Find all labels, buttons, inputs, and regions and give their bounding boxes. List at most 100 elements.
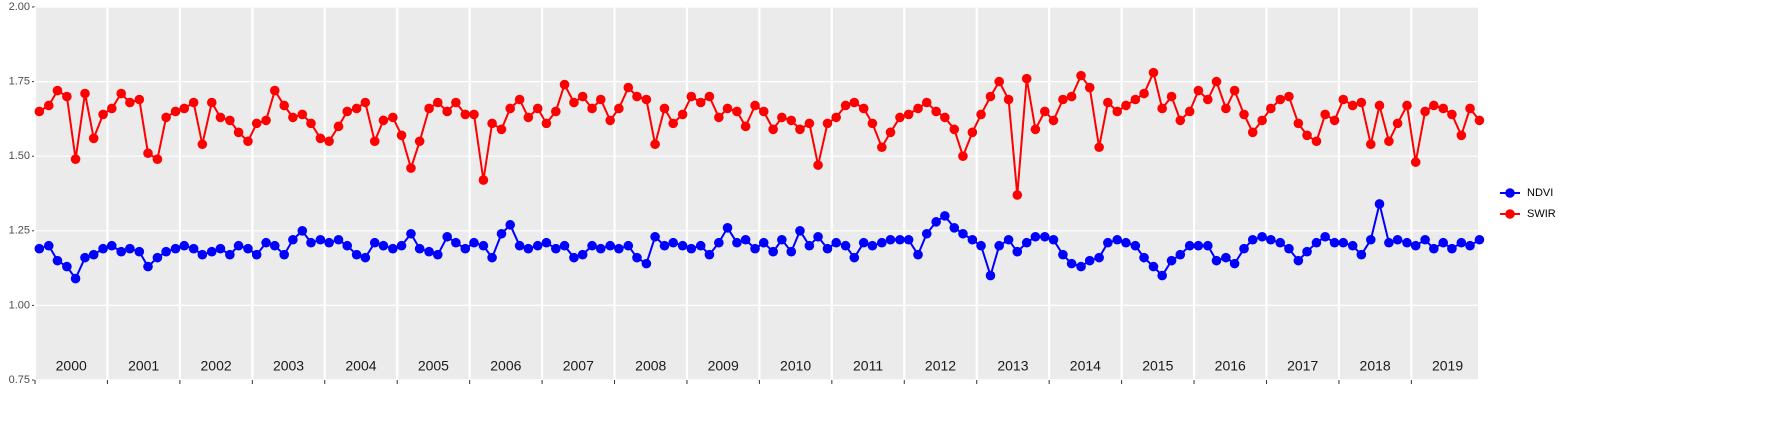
point — [1229, 258, 1240, 269]
point — [1202, 240, 1213, 251]
point — [1175, 115, 1186, 126]
point — [659, 103, 670, 114]
point — [1338, 237, 1349, 248]
point — [1247, 234, 1258, 245]
point — [88, 133, 99, 144]
point — [931, 217, 941, 227]
point — [1247, 127, 1258, 138]
point — [1211, 76, 1222, 87]
point — [52, 85, 63, 96]
point — [695, 97, 706, 108]
point — [849, 252, 860, 263]
point — [1257, 231, 1267, 242]
point — [1347, 100, 1358, 111]
panel — [35, 7, 1478, 380]
point — [1139, 252, 1149, 263]
point — [985, 91, 996, 102]
point — [849, 97, 860, 108]
point — [1365, 139, 1376, 150]
point — [885, 127, 896, 138]
point — [758, 106, 769, 117]
point — [532, 240, 543, 251]
point — [867, 240, 878, 251]
point — [541, 237, 552, 248]
point — [686, 243, 697, 254]
point — [804, 118, 815, 129]
point — [80, 88, 90, 99]
point — [1410, 240, 1421, 251]
point — [1112, 234, 1123, 245]
point — [225, 115, 235, 126]
point — [895, 112, 905, 123]
point — [677, 109, 688, 120]
point — [1239, 243, 1249, 254]
point — [858, 103, 869, 114]
point — [786, 115, 797, 126]
point — [369, 237, 380, 248]
point — [541, 118, 552, 129]
point — [143, 261, 153, 272]
point — [52, 255, 63, 266]
point — [1166, 255, 1177, 266]
point — [1121, 100, 1131, 111]
point — [496, 228, 507, 239]
point — [206, 246, 217, 257]
point — [750, 100, 760, 111]
point — [1084, 255, 1095, 266]
point — [1030, 231, 1041, 242]
point — [1438, 237, 1449, 248]
point — [921, 97, 932, 108]
point — [1257, 115, 1267, 126]
point — [388, 112, 398, 123]
point — [559, 79, 570, 90]
point — [722, 103, 733, 114]
point — [306, 237, 316, 248]
point — [315, 133, 326, 144]
point — [34, 106, 45, 117]
point — [1429, 243, 1439, 254]
point — [406, 228, 416, 239]
point — [632, 252, 642, 263]
point — [577, 249, 588, 260]
point — [768, 246, 778, 257]
point — [777, 112, 787, 123]
y-tick-label: 1.00 — [9, 299, 30, 311]
point — [587, 103, 597, 114]
point — [804, 240, 815, 251]
point — [677, 240, 688, 251]
point — [1447, 109, 1457, 120]
point — [143, 148, 153, 159]
point — [342, 240, 353, 251]
point — [1284, 91, 1294, 102]
point — [1094, 142, 1104, 153]
x-tick-label: 2014 — [1070, 358, 1101, 374]
point — [478, 175, 489, 185]
point — [650, 139, 660, 150]
x-tick-label: 2018 — [1360, 358, 1391, 374]
point — [487, 252, 497, 263]
point — [1365, 234, 1376, 245]
point — [378, 115, 389, 126]
x-tick-label: 2019 — [1432, 358, 1463, 374]
point — [251, 249, 262, 260]
point — [822, 118, 833, 129]
point — [858, 237, 869, 248]
x-tick-label: 2004 — [345, 358, 376, 374]
point — [1338, 94, 1349, 105]
point — [967, 127, 978, 138]
x-tick-label: 2013 — [997, 358, 1028, 374]
point — [1184, 240, 1195, 251]
point — [1465, 240, 1475, 251]
point — [1157, 103, 1167, 114]
point — [1221, 103, 1231, 114]
legend-key — [1505, 188, 1515, 198]
point — [188, 97, 199, 108]
point — [1130, 240, 1141, 251]
x-tick-label: 2008 — [635, 358, 666, 374]
point — [587, 240, 597, 251]
point — [297, 109, 308, 120]
point — [641, 258, 652, 269]
point — [396, 130, 407, 141]
point — [949, 223, 960, 233]
x-tick-label: 2012 — [925, 358, 956, 374]
